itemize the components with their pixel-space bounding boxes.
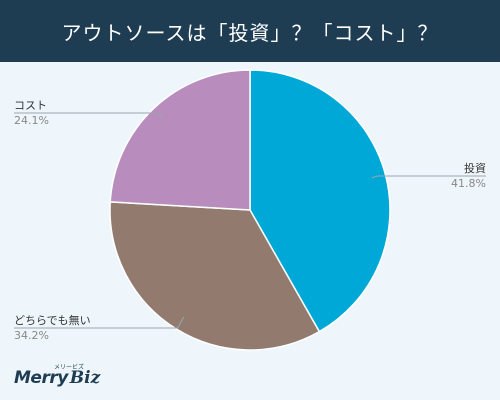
- pie-slice-1: [109, 201, 321, 351]
- pie-labels: 投資 41.8% どちらでも無い 34.2% コスト 24.1%: [14, 99, 486, 342]
- pie-label-value-2: 24.1%: [14, 114, 49, 127]
- pie-label-name-2: コスト: [14, 99, 47, 112]
- logo-word-biz: Biz: [69, 368, 101, 388]
- pie-label-name-1: どちらでも無い: [14, 313, 91, 327]
- pie-label-value-1: 34.2%: [14, 329, 49, 342]
- page-title: アウトソースは「投資」？「コスト」？: [61, 20, 439, 45]
- merrybiz-logo: Merry Biz メリービズ: [14, 364, 101, 388]
- pie-label-name-0: 投資: [464, 161, 486, 175]
- pie-chart-svg: 投資 41.8% どちらでも無い 34.2% コスト 24.1%: [14, 69, 486, 351]
- pie-leader-line-1: [14, 316, 185, 329]
- header-bar: アウトソースは「投資」？「コスト」？: [0, 0, 500, 62]
- pie-leader-line-0: [371, 175, 486, 179]
- pie-chart: 投資 41.8% どちらでも無い 34.2% コスト 24.1%: [0, 62, 500, 400]
- pie-label-value-0: 41.8%: [451, 177, 486, 190]
- logo-word-merry: Merry: [14, 368, 68, 388]
- pie-slice-0: [249, 69, 391, 333]
- pie-slice-2: [109, 69, 251, 211]
- logo-kana: メリービズ: [54, 364, 85, 371]
- pie-slices: [109, 69, 391, 351]
- pie-leader-line-2: [14, 112, 164, 119]
